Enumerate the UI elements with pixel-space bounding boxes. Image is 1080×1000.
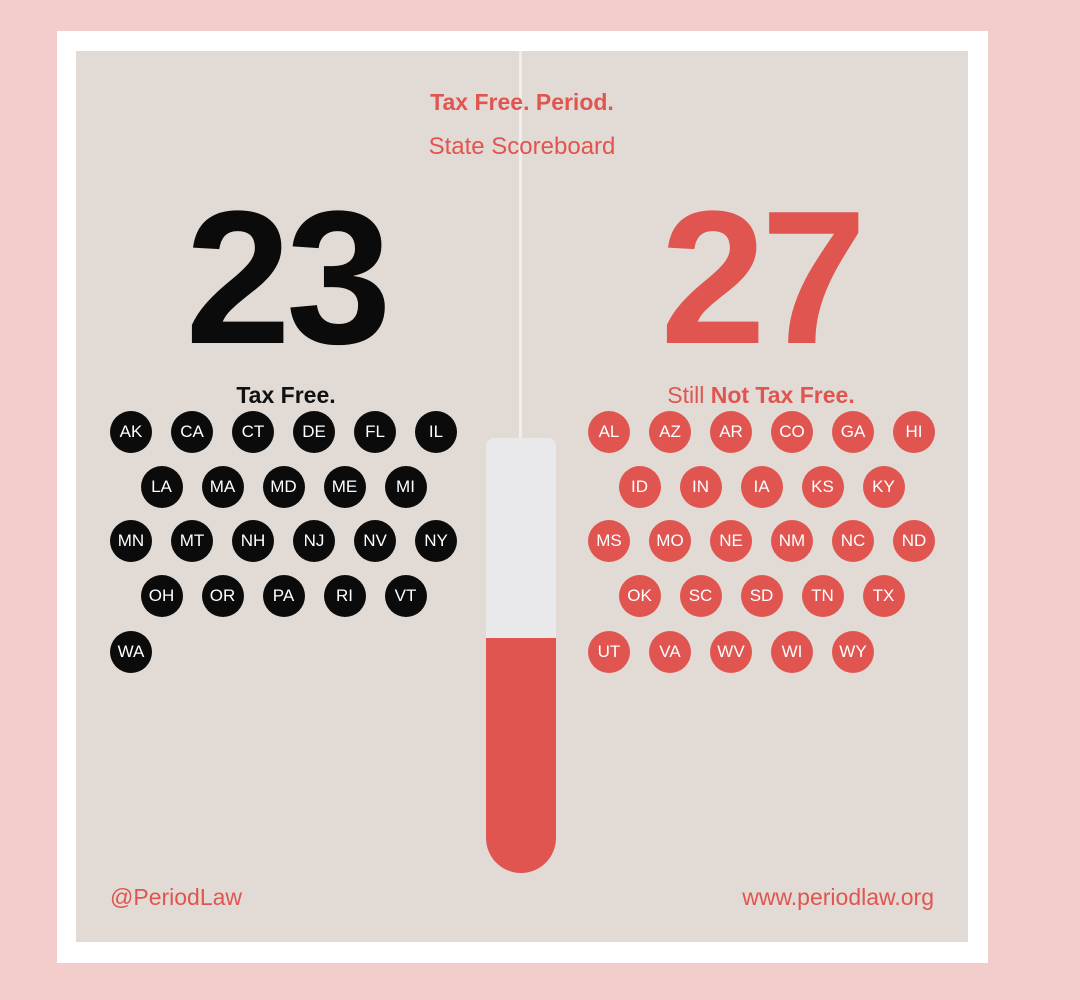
state-badge-oh: OH (140, 575, 183, 617)
state-badge-ak: AK (110, 411, 152, 453)
state-badge-nj: NJ (293, 520, 335, 562)
state-badge-ok: OK (618, 575, 661, 617)
scoreboard-card: Tax Free. Period. State Scoreboard 23 27… (76, 51, 968, 942)
thermometer-fill (486, 638, 556, 873)
state-badge-ga: GA (832, 411, 874, 453)
state-badge-ne: NE (710, 520, 752, 562)
state-badge-co: CO (771, 411, 813, 453)
state-badge-ky: KY (862, 466, 905, 508)
state-badge-mt: MT (171, 520, 213, 562)
subtitle: State Scoreboard (428, 133, 616, 160)
state-badge-al: AL (588, 411, 630, 453)
thermometer (486, 438, 556, 873)
state-badge-mi: MI (384, 466, 427, 508)
tax-free-count: 23 (185, 172, 391, 384)
state-badge-vt: VT (384, 575, 427, 617)
state-badge-sd: SD (740, 575, 783, 617)
state-badge-ks: KS (801, 466, 844, 508)
state-badge-ri: RI (323, 575, 366, 617)
state-badge-ut: UT (588, 631, 630, 673)
state-badge-de: DE (293, 411, 335, 453)
state-badge-in: IN (679, 466, 722, 508)
state-badge-la: LA (140, 466, 183, 508)
state-badge-wi: WI (771, 631, 813, 673)
state-badge-nh: NH (232, 520, 274, 562)
state-badge-pa: PA (262, 575, 305, 617)
label-bold: Not Tax Free. (710, 382, 855, 408)
label-prefix: Still (667, 382, 705, 408)
state-badge-or: OR (201, 575, 244, 617)
tax-free-label: Tax Free. (236, 382, 336, 408)
state-badge-id: ID (618, 466, 661, 508)
state-badge-me: ME (323, 466, 366, 508)
state-badge-ma: MA (201, 466, 244, 508)
state-badge-il: IL (415, 411, 457, 453)
state-badge-wv: WV (710, 631, 752, 673)
state-badge-nv: NV (354, 520, 396, 562)
state-badge-ny: NY (415, 520, 457, 562)
state-badge-ct: CT (232, 411, 274, 453)
state-badge-wy: WY (832, 631, 874, 673)
state-badge-sc: SC (679, 575, 722, 617)
state-badge-nc: NC (832, 520, 874, 562)
center-divider-line (519, 51, 522, 439)
state-badge-ia: IA (740, 466, 783, 508)
not-tax-free-count: 27 (660, 172, 866, 384)
state-badge-fl: FL (354, 411, 396, 453)
state-badge-az: AZ (649, 411, 691, 453)
state-badge-nd: ND (893, 520, 935, 562)
state-badge-ar: AR (710, 411, 752, 453)
state-badge-tn: TN (801, 575, 844, 617)
state-badge-ms: MS (588, 520, 630, 562)
state-badge-nm: NM (771, 520, 813, 562)
state-badge-mn: MN (110, 520, 152, 562)
state-badge-mo: MO (649, 520, 691, 562)
state-badge-tx: TX (862, 575, 905, 617)
state-badge-ca: CA (171, 411, 213, 453)
social-handle: @PeriodLaw (110, 884, 243, 910)
state-badge-md: MD (262, 466, 305, 508)
state-badge-wa: WA (110, 631, 152, 673)
not-tax-free-label: Still Not Tax Free. (611, 382, 911, 409)
state-badge-hi: HI (893, 411, 935, 453)
website-link: www.periodlaw.org (742, 884, 934, 910)
state-badge-va: VA (649, 631, 691, 673)
headline: Tax Free. Period. (430, 89, 614, 115)
